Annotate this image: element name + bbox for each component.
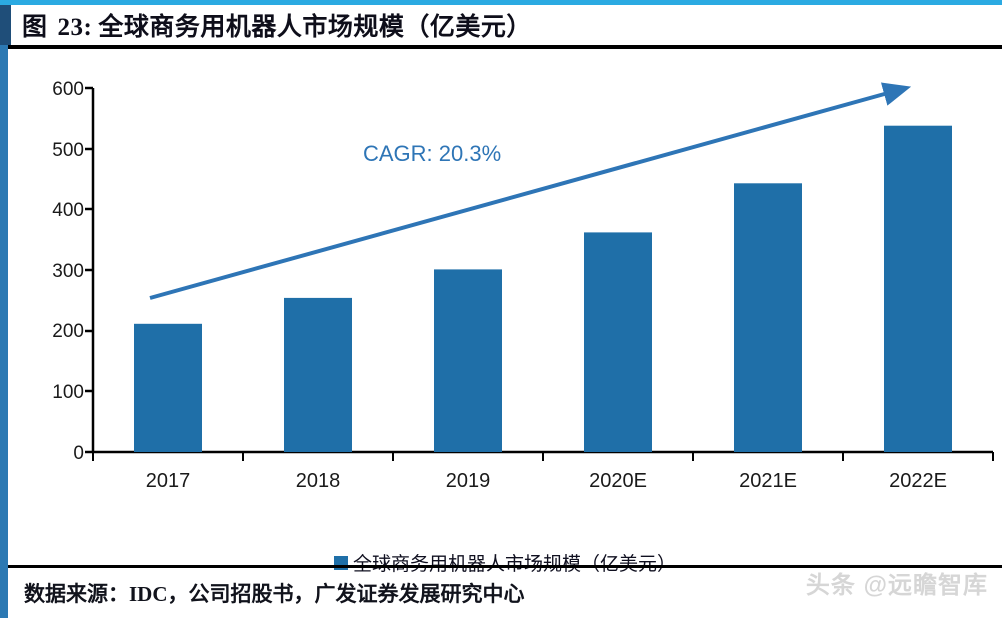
top-accent-rule xyxy=(0,0,1002,5)
chart-container: 600 500 400 300 200 100 0 xyxy=(8,49,1002,575)
trend-arrow xyxy=(149,82,912,300)
bar-2018[interactable] xyxy=(284,297,352,452)
figure-header: 图 23: 全球商务用机器人市场规模（亿美元） xyxy=(0,5,1002,45)
figure-number: 23: xyxy=(57,14,93,41)
title-divider xyxy=(8,45,1002,49)
left-accent-strip-body xyxy=(0,45,8,565)
x-tick-label: 2020E xyxy=(589,470,647,492)
bar-series xyxy=(134,125,952,453)
footer-divider xyxy=(8,565,1002,568)
bar-chart: 600 500 400 300 200 100 0 xyxy=(52,79,994,492)
bar-2021E[interactable] xyxy=(734,183,802,453)
legend-label: 全球商务用机器人市场规模（亿美元） xyxy=(353,549,676,576)
y-tick-label: 200 xyxy=(52,321,84,342)
chart-axes xyxy=(85,86,994,461)
y-tick-label: 500 xyxy=(52,140,84,161)
left-accent-strip xyxy=(0,5,11,45)
bar-2019[interactable] xyxy=(434,269,502,452)
page-title: 图 23: 全球商务用机器人市场规模（亿美元） xyxy=(22,7,532,43)
x-tick-label: 2017 xyxy=(146,470,191,492)
y-tick-label: 0 xyxy=(73,443,84,464)
figure-footer: 数据来源：IDC，公司招股书，广发证券发展研究中心 xyxy=(0,568,1002,618)
y-tick-label: 400 xyxy=(52,200,84,221)
x-axis-tick-labels: 2017 2018 2019 2020E 2021E 2022E xyxy=(146,470,947,492)
bar-2017[interactable] xyxy=(134,323,202,452)
y-axis-tick-labels: 600 500 400 300 200 100 0 xyxy=(52,79,84,464)
x-tick-label: 2022E xyxy=(889,470,947,492)
y-tick-label: 600 xyxy=(52,79,84,100)
y-tick-label: 100 xyxy=(52,382,84,403)
bar-2022E[interactable] xyxy=(884,125,952,452)
left-accent-strip-footer xyxy=(0,565,8,618)
x-tick-label: 2021E xyxy=(739,470,797,492)
figure-word: 图 xyxy=(22,14,48,41)
y-tick-label: 300 xyxy=(52,261,84,282)
figure-title-text: 全球商务用机器人市场规模（亿美元） xyxy=(98,14,532,41)
source-note: 数据来源：IDC，公司招股书，广发证券发展研究中心 xyxy=(24,582,525,606)
x-tick-label: 2018 xyxy=(296,470,341,492)
cagr-annotation: CAGR: 20.3% xyxy=(363,141,501,166)
bar-2020E[interactable] xyxy=(584,232,652,452)
x-tick-label: 2019 xyxy=(446,470,491,492)
